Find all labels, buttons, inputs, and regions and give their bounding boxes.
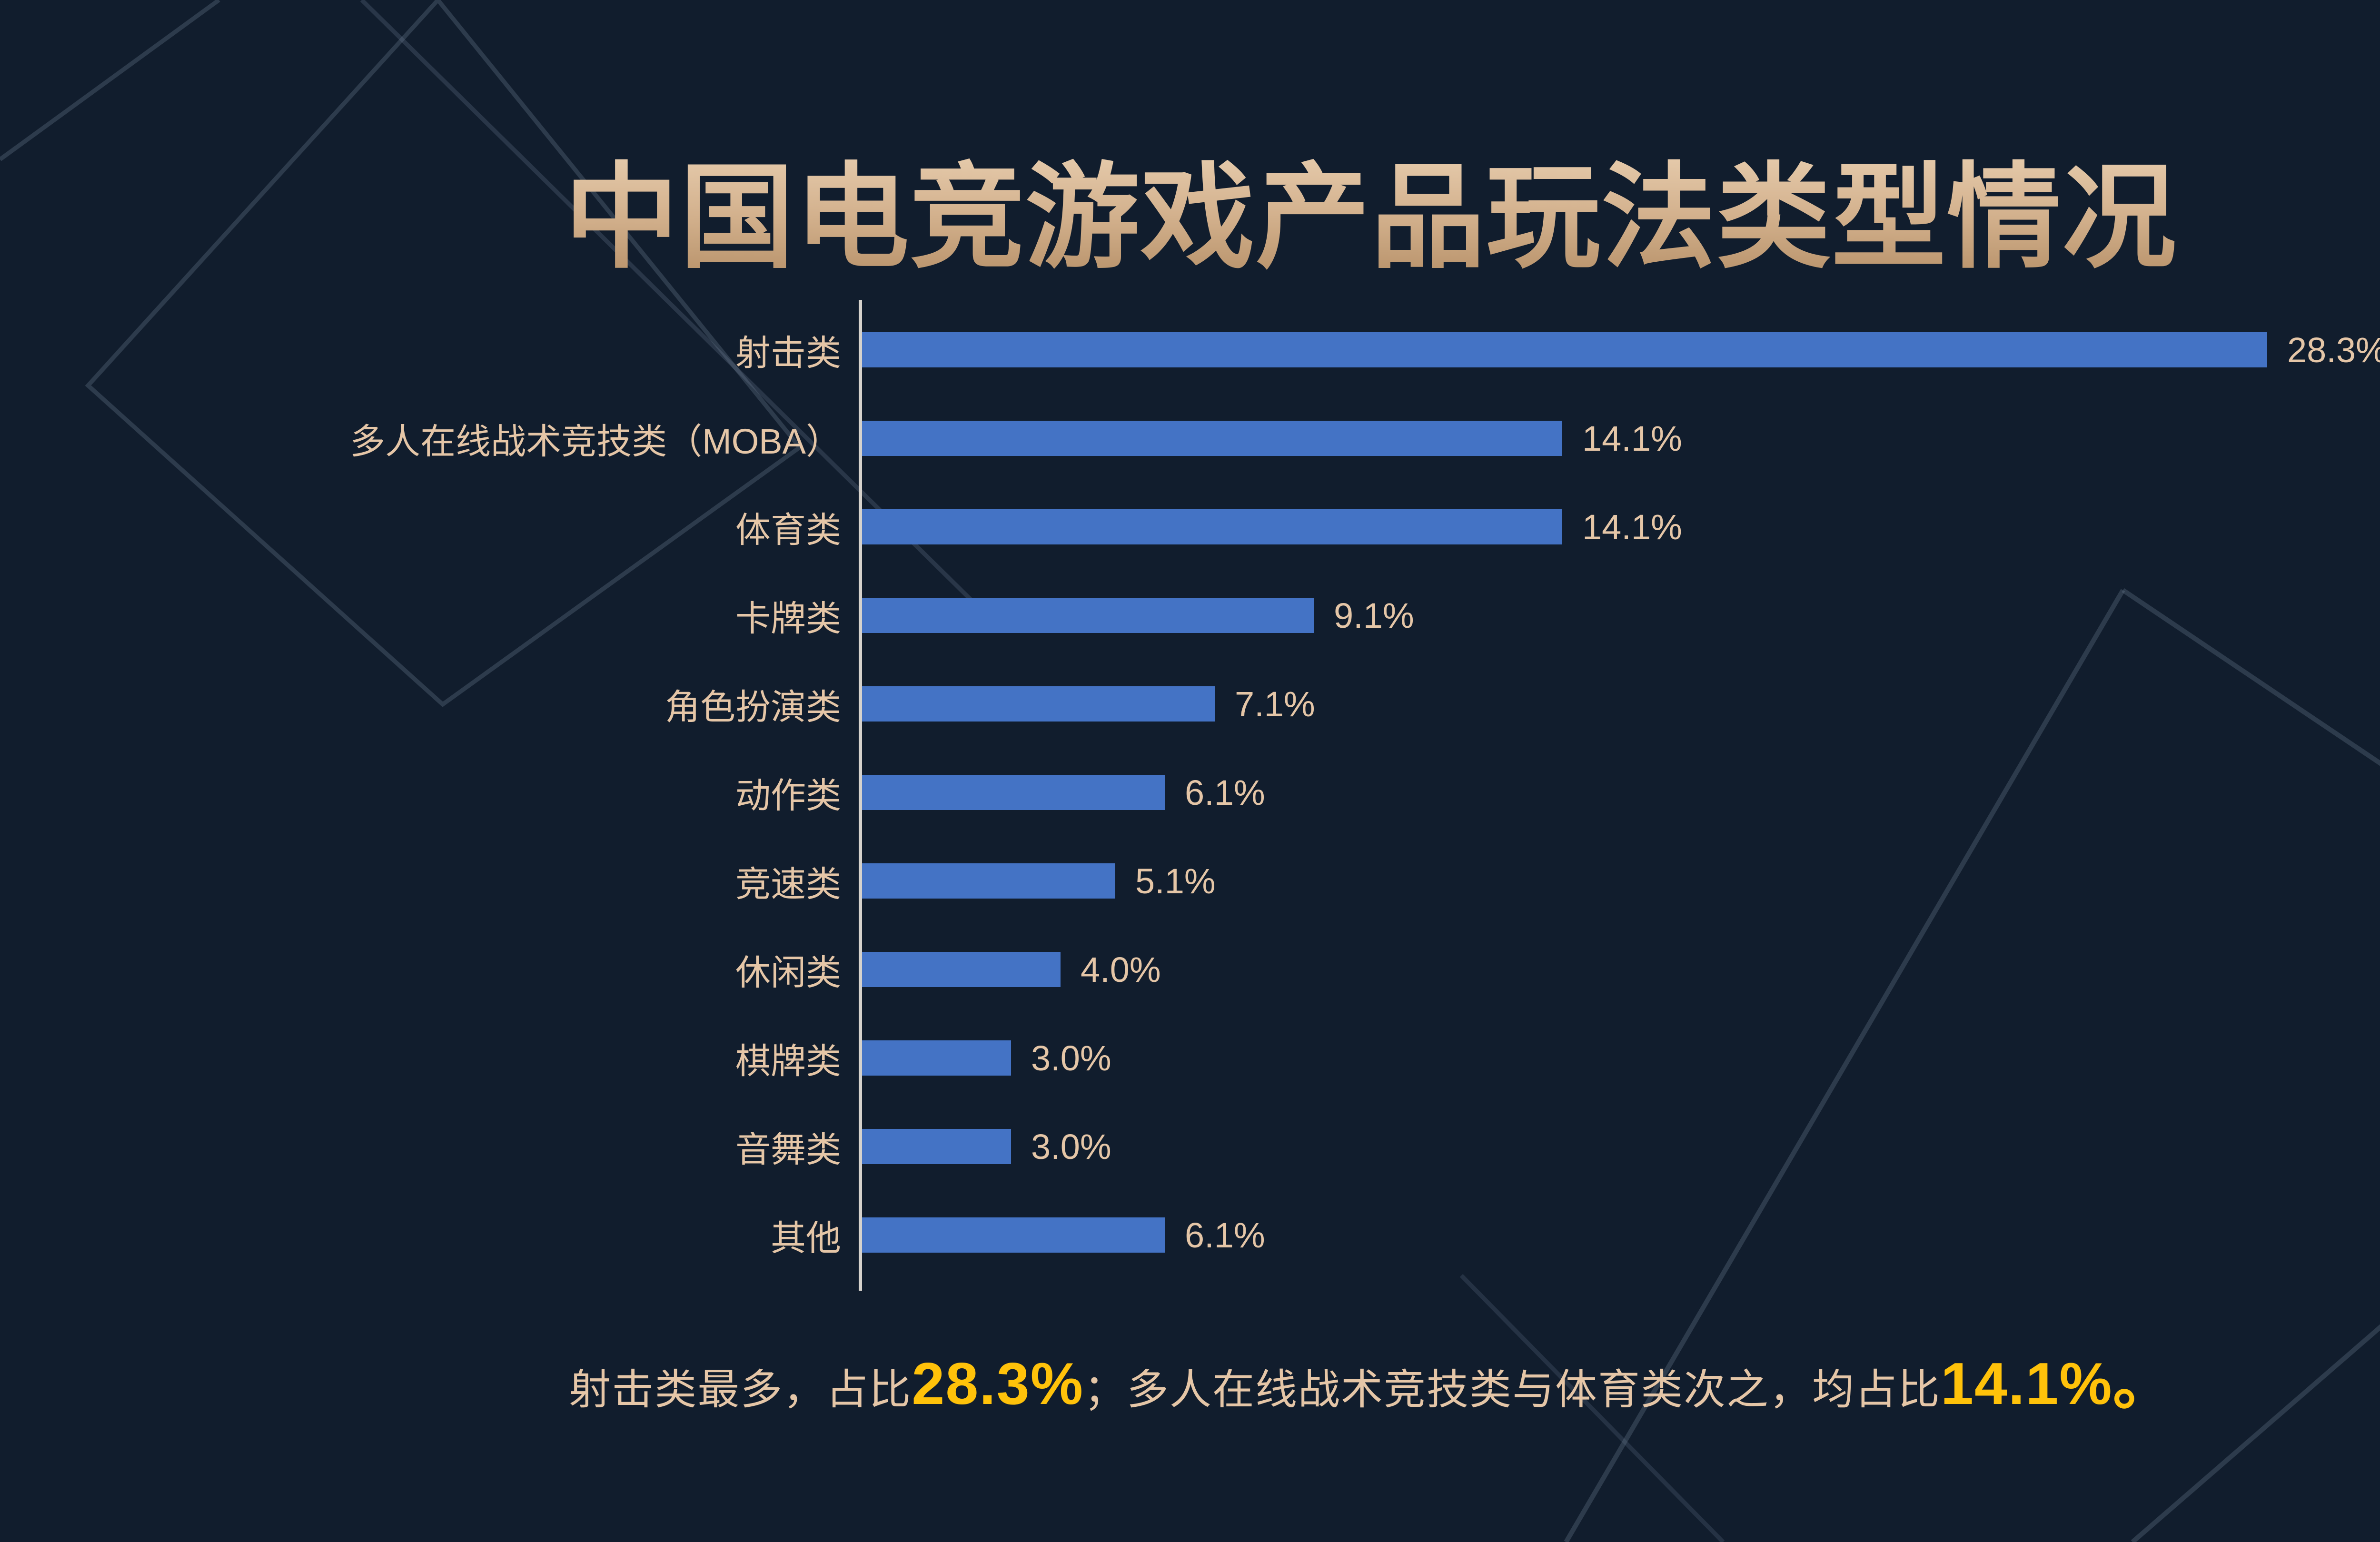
category-label: 竞速类 (735, 864, 841, 904)
value-label: 6.1% (1185, 1215, 1265, 1255)
bar (862, 1129, 1011, 1164)
deco-line (2131, 1324, 2380, 1542)
bar-row: 角色扮演类 7.1% (0, 660, 2380, 748)
bar (862, 332, 2267, 367)
value-label: 28.3% (2287, 330, 2380, 370)
summary-highlight-value: 28.3% (912, 1351, 1084, 1417)
deco-line (0, 0, 220, 161)
title-banner: 中国电竞游戏产品玩法类型情况 (565, 154, 2177, 281)
bar-row: 棋牌类 3.0% (0, 1014, 2380, 1102)
bar-plot-area: 5.1% (862, 837, 1216, 925)
value-label: 3.0% (1031, 1127, 1111, 1166)
bar-plot-area: 3.0% (862, 1014, 1111, 1102)
bar (862, 1040, 1011, 1076)
bar (862, 598, 1314, 633)
category-label: 音舞类 (735, 1129, 841, 1169)
bar (862, 686, 1215, 722)
bar-row: 射击类 28.3% (0, 306, 2380, 394)
bar-plot-area: 7.1% (862, 660, 1315, 748)
bar-row: 多人在线战术竞技类（MOBA） 14.1% (0, 394, 2380, 483)
deco-line (2122, 588, 2380, 766)
bar-row: 其他 6.1% (0, 1191, 2380, 1279)
value-label: 7.1% (1235, 684, 1315, 724)
category-label: 休闲类 (735, 952, 841, 992)
deco-line (360, 0, 982, 611)
value-label: 14.1% (1582, 418, 1682, 458)
bar-plot-area: 28.3% (862, 306, 2380, 394)
summary-plain-text: 射击类最多，占比 (569, 1366, 912, 1413)
value-label: 5.1% (1135, 861, 1216, 901)
bar (862, 421, 1562, 456)
bar-plot-area: 14.1% (862, 394, 1682, 483)
summary-highlight-value: 14.1% (1941, 1351, 2113, 1417)
category-label: 多人在线战术竞技类（MOBA） (350, 421, 841, 461)
bar-row: 竞速类 5.1% (0, 837, 2380, 925)
category-label: 其他 (771, 1218, 841, 1258)
bar-rows: 射击类 28.3% 多人在线战术竞技类（MOBA） 14.1% 体育类 14.1% 卡牌类 9… (0, 306, 2380, 1279)
bar-plot-area: 9.1% (862, 571, 1414, 660)
deco-line (1459, 1274, 1725, 1542)
summary-text: 射击类最多，占比28.3%；多人在线战术竞技类与体育类次之，均占比14.1%。 (0, 1335, 2380, 1421)
summary-plain-text: ；多人在线战术竞技类与体育类次之，均占比 (1083, 1366, 1941, 1413)
bar-row: 音舞类 3.0% (0, 1102, 2380, 1191)
page-title: 中国电竞游戏产品玩法类型情况 (565, 154, 2177, 281)
value-label: 3.0% (1031, 1038, 1111, 1078)
y-axis-line (859, 300, 862, 1291)
value-label: 4.0% (1081, 949, 1161, 989)
value-label: 14.1% (1582, 507, 1682, 547)
bar-plot-area: 3.0% (862, 1102, 1111, 1191)
bar-plot-area: 6.1% (862, 748, 1265, 837)
bar-row: 体育类 14.1% (0, 483, 2380, 571)
bar-row: 休闲类 4.0% (0, 925, 2380, 1014)
bar (862, 952, 1061, 987)
value-label: 9.1% (1334, 595, 1414, 635)
bar-plot-area: 6.1% (862, 1191, 1265, 1279)
value-label: 6.1% (1185, 772, 1265, 812)
category-label: 角色扮演类 (665, 687, 841, 727)
bar (862, 863, 1115, 899)
deco-line (85, 0, 803, 707)
deco-line (1564, 589, 2125, 1542)
bar-row: 动作类 6.1% (0, 748, 2380, 837)
bar-row: 卡牌类 9.1% (0, 571, 2380, 660)
summary-highlight-value: 。 (2112, 1351, 2173, 1417)
bar-plot-area: 14.1% (862, 483, 1682, 571)
bar-plot-area: 4.0% (862, 925, 1161, 1014)
bar (862, 775, 1165, 810)
category-label: 体育类 (735, 510, 841, 550)
bar (862, 1217, 1165, 1253)
category-label: 卡牌类 (735, 598, 841, 638)
category-label: 动作类 (735, 775, 841, 815)
category-label: 棋牌类 (735, 1041, 841, 1081)
bar-chart: 射击类 28.3% 多人在线战术竞技类（MOBA） 14.1% 体育类 14.1% 卡牌类 9… (0, 300, 2380, 1309)
bar (862, 509, 1562, 544)
category-label: 射击类 (735, 333, 841, 373)
